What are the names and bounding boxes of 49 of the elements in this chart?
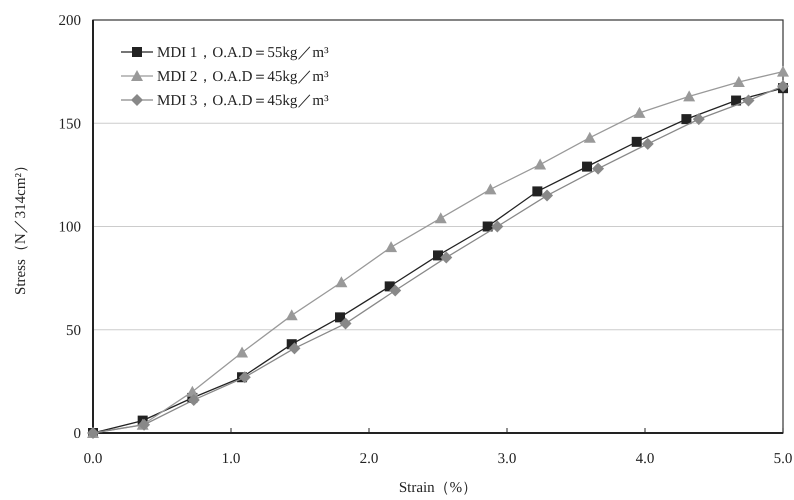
legend-label: MDI 2，O.A.D＝45kg／m³ (157, 69, 330, 85)
point (683, 90, 696, 102)
x-tick-label: 4.0 (636, 451, 654, 467)
point (642, 138, 654, 150)
point (238, 371, 251, 384)
point (335, 276, 348, 288)
point (732, 76, 745, 87)
x-tick-label: 0.0 (84, 451, 102, 467)
point (340, 318, 352, 330)
point (584, 132, 596, 143)
point (534, 158, 546, 170)
y-tick-label: 50 (66, 322, 81, 339)
point (482, 222, 493, 232)
point (541, 190, 554, 202)
y-tick-label: 100 (58, 220, 81, 236)
y-axis-title: Stress（N／314cm²） (13, 158, 29, 295)
point (335, 312, 346, 322)
y-tick-label: 200 (58, 13, 81, 29)
point (484, 183, 496, 194)
x-tick-label: 5.0 (774, 451, 792, 467)
point (440, 251, 452, 264)
point (532, 186, 542, 196)
x-tick-label: 3.0 (498, 451, 516, 467)
point (692, 113, 705, 126)
x-axis-title: Strain（%） (398, 480, 478, 496)
point (731, 96, 742, 106)
point (385, 241, 398, 252)
point (582, 162, 592, 172)
point (389, 284, 402, 297)
point (592, 162, 604, 175)
x-tick-label: 2.0 (360, 451, 378, 467)
point (777, 66, 789, 77)
point (491, 220, 504, 232)
legend-label: MDI 3，O.A.D＝45kg／m³ (157, 93, 330, 109)
point (288, 342, 300, 354)
point (742, 94, 754, 107)
point (681, 114, 692, 124)
x-tick-label: 1.0 (222, 451, 240, 467)
y-tick-label: 150 (58, 116, 81, 132)
point (236, 346, 248, 358)
point (434, 212, 447, 224)
point (286, 309, 298, 320)
point (188, 394, 200, 406)
point (433, 250, 443, 260)
point (632, 136, 642, 147)
y-tick-label: 0 (74, 426, 81, 442)
legend-label: MDI 1，O.A.D＝55kg／m³ (157, 45, 330, 61)
point (633, 106, 646, 118)
point (777, 80, 789, 92)
